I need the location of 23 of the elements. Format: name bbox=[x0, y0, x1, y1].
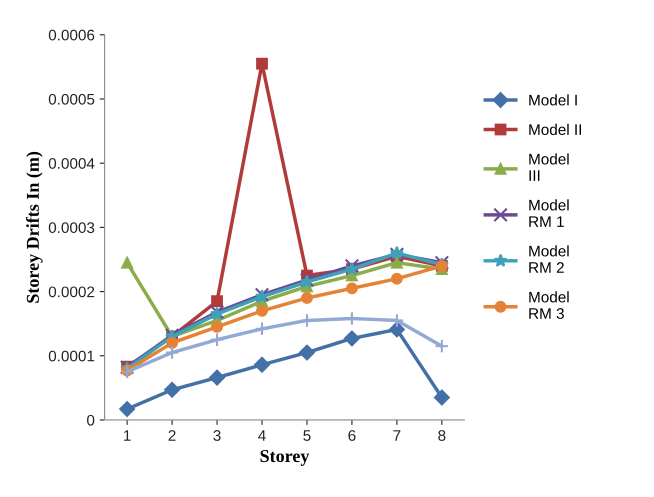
x-tick-label: 7 bbox=[393, 430, 400, 441]
legend-label: Model I bbox=[529, 94, 577, 106]
y-tick-label: 0.0005 bbox=[48, 94, 94, 105]
legend-label: Model RM 1 bbox=[529, 199, 569, 227]
x-tick-label: 4 bbox=[258, 430, 266, 441]
x-tick-label: 8 bbox=[438, 430, 446, 441]
y-tick-label: 0.0003 bbox=[48, 222, 94, 234]
y-tick-label: 0.0006 bbox=[48, 30, 94, 40]
x-tick-label: 2 bbox=[168, 430, 176, 441]
legend-label: Model II bbox=[529, 124, 581, 136]
legend-label: Model RM 3 bbox=[529, 291, 569, 319]
x-tick-label: 3 bbox=[213, 430, 221, 441]
y-tick-label: 0.0001 bbox=[48, 350, 94, 362]
x-axis-title: Storey bbox=[260, 450, 310, 466]
y-tick-label: 0 bbox=[87, 414, 94, 426]
x-tick-label: 1 bbox=[124, 430, 131, 441]
y-tick-label: 0.0002 bbox=[48, 286, 94, 298]
x-tick-label: 6 bbox=[348, 430, 356, 441]
x-tick-label: 5 bbox=[303, 430, 311, 441]
legend-label: Model RM 2 bbox=[529, 245, 569, 273]
y-axis-title: Storey Drifts In (m) bbox=[26, 152, 43, 303]
legend-label: Model III bbox=[529, 153, 569, 181]
y-tick-label: 0.0004 bbox=[48, 158, 94, 169]
